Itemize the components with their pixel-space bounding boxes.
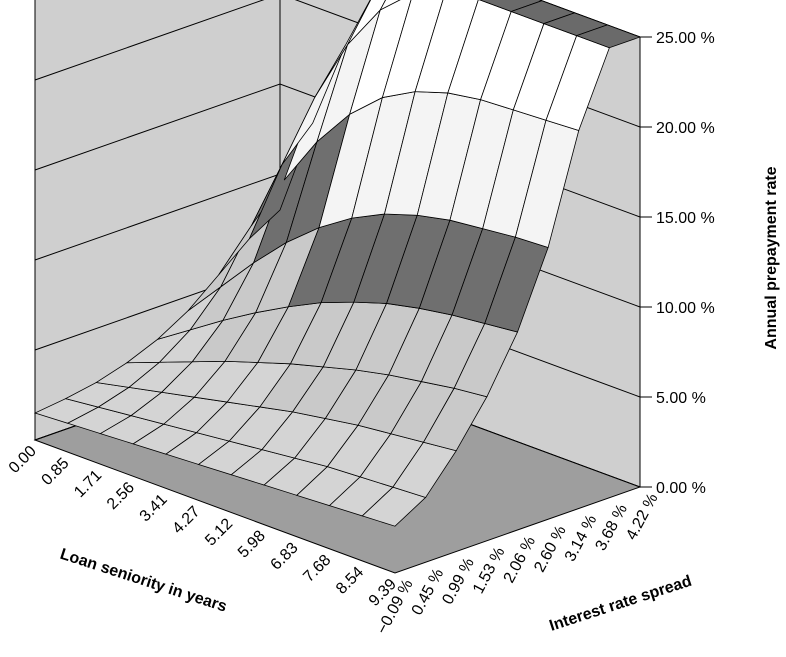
- x-tick-label: 0.00: [6, 443, 40, 477]
- x-tick-label: 5.98: [235, 527, 269, 561]
- z-tick-label: 20.00 %: [656, 120, 715, 137]
- y-axis-title: Interest rate spread: [547, 573, 694, 635]
- y-tick-label: 3.14 %: [562, 512, 600, 564]
- x-tick-label: 4.27: [169, 503, 203, 537]
- z-axis-title: Annual prepayment rate: [763, 166, 780, 349]
- y-tick-label: 0.99 %: [439, 555, 477, 607]
- x-tick-label: 7.68: [300, 552, 334, 586]
- surface-patch: [314, 0, 372, 98]
- surface-patch: [575, 24, 642, 49]
- z-tick-label: 5.00 %: [656, 390, 706, 407]
- y-tick-label: 1.53 %: [470, 545, 508, 597]
- x-tick-label: 6.83: [268, 539, 302, 573]
- x-tick-label: 5.12: [202, 515, 236, 549]
- surface-patch: [349, 0, 412, 116]
- x-tick-label: 8.54: [333, 564, 367, 598]
- y-tick-label: 2.60 %: [531, 523, 569, 575]
- z-axis-ticks: 0.00 % 5.00 % 10.00 % 15.00 % 20.00 % 25.00 %: [656, 30, 715, 497]
- x-axis-title: Loan seniority in years: [58, 546, 229, 616]
- x-tick-label: 3.41: [137, 491, 171, 525]
- z-tick-label: 15.00 %: [656, 210, 715, 227]
- x-tick-label: 1.71: [71, 467, 105, 501]
- z-tick-label: 0.00 %: [656, 480, 706, 497]
- surface-patch: [347, 0, 387, 45]
- y-tick-label: 0.45 %: [409, 566, 447, 618]
- z-tick-label: 25.00 %: [656, 30, 715, 47]
- y-tick-label: 2.06 %: [501, 534, 539, 586]
- surface-patch: [414, 0, 479, 94]
- y-tick-label: 3.68 %: [593, 502, 631, 554]
- x-tick-label: 0.85: [39, 455, 73, 489]
- surface-mesh: [33, 0, 642, 527]
- x-tick-label: 2.56: [104, 479, 138, 513]
- z-tick-label: 10.00 %: [656, 300, 715, 317]
- y-tick-label: 4.22 %: [623, 491, 661, 543]
- surface-patch: [379, 0, 401, 11]
- surface-patch: [381, 0, 444, 99]
